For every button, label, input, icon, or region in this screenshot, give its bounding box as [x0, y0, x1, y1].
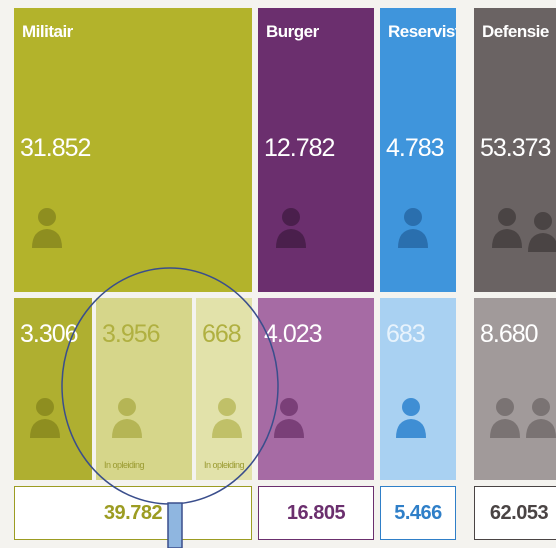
- person-icon: [490, 398, 520, 438]
- sub-cell: 3.306: [14, 298, 92, 480]
- person-icon: [526, 398, 556, 438]
- sub-value: 3.306: [20, 320, 79, 348]
- sub-value: 8.680: [480, 320, 539, 348]
- column-total: 16.805: [258, 486, 374, 540]
- top-value: 31.852: [20, 134, 91, 162]
- person-icon: [112, 398, 142, 438]
- sub-cell: 3.956 In opleiding: [96, 298, 192, 480]
- person-icon: [30, 398, 60, 438]
- sub-cell: 4.023: [258, 298, 374, 480]
- column-top: Reservist 4.783: [380, 8, 456, 292]
- sub-note: In opleiding: [104, 460, 145, 470]
- top-value: 4.783: [386, 134, 445, 162]
- column-top: Militair 31.852: [14, 8, 252, 292]
- column-total: 62.053: [474, 486, 556, 540]
- person-icon: [528, 212, 556, 252]
- column-name: Defensie: [482, 22, 549, 41]
- sub-cell: 683: [380, 298, 456, 480]
- person-icon: [398, 208, 428, 248]
- column-top: Defensie 53.373: [474, 8, 556, 292]
- sub-value: 683: [386, 320, 426, 348]
- sub-cell: 8.680: [474, 298, 556, 480]
- person-icon: [32, 208, 62, 248]
- top-value: 53.373: [480, 134, 551, 162]
- top-value: 12.782: [264, 134, 335, 162]
- person-icon: [492, 208, 522, 248]
- sub-value: 3.956: [102, 320, 161, 348]
- sub-value: 668: [202, 320, 242, 348]
- column-name: Burger: [266, 22, 319, 41]
- column-name: Militair: [22, 22, 73, 41]
- person-icon: [274, 398, 304, 438]
- person-icon: [276, 208, 306, 248]
- column-top: Burger 12.782: [258, 8, 374, 292]
- column-total: 39.782: [14, 486, 252, 540]
- person-icon: [396, 398, 426, 438]
- sub-cell: 668 In opleiding: [196, 298, 252, 480]
- column-total: 5.466: [380, 486, 456, 540]
- sub-note: In opleiding: [204, 460, 245, 470]
- column-name: Reservist: [388, 22, 456, 41]
- sub-value: 4.023: [264, 320, 323, 348]
- person-icon: [212, 398, 242, 438]
